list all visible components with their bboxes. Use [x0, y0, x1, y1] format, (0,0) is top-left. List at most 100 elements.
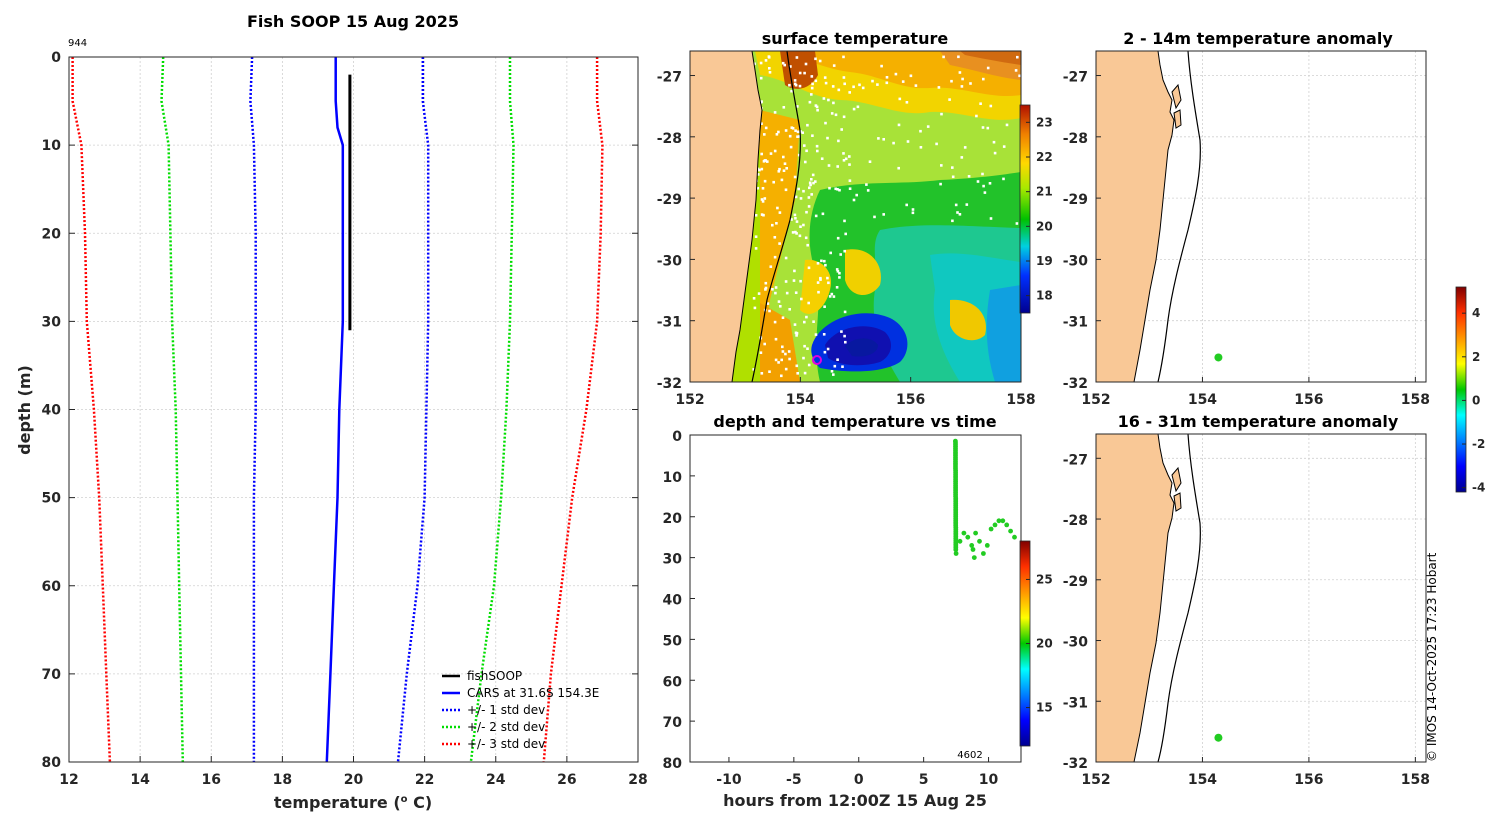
sst-nodata-pixel: [832, 295, 836, 298]
sst-nodata-pixel: [768, 71, 772, 74]
sst-nodata-pixel: [820, 259, 823, 263]
time-xtick-label: -10: [716, 772, 742, 788]
sst-nodata-pixel: [807, 266, 811, 270]
profile-xtick-label: 18: [273, 772, 292, 788]
sst-nodata-pixel: [898, 97, 902, 101]
legend-label: CARS at 31.6S 154.3E: [467, 686, 599, 700]
sst-nodata-pixel: [783, 162, 787, 165]
profile-ytick-label: 60: [42, 579, 62, 595]
profile-line--3-std: [542, 57, 604, 763]
sst-nodata-pixel: [793, 175, 797, 179]
time-point: [1012, 534, 1017, 540]
sst-nodata-pixel: [789, 145, 793, 149]
sst-nodata-pixel: [838, 188, 841, 192]
profile-legend: fishSOOP CARS at 31.6S 154.3E +/- 1 std de…: [442, 669, 599, 751]
time-point: [953, 551, 959, 556]
anomaly-shallow-ytick-label: -31: [1063, 315, 1088, 331]
sst-nodata-pixel: [775, 133, 779, 136]
sst-nodata-pixel: [802, 189, 805, 193]
sst-nodata-pixel: [784, 352, 787, 356]
sst-nodata-pixel: [837, 139, 840, 143]
anomaly-cbar-tick-label: -2: [1472, 437, 1485, 451]
sst-nodata-pixel: [794, 230, 797, 234]
sst-nodata-pixel: [822, 333, 826, 336]
sst-nodata-pixel: [855, 193, 858, 197]
sst-nodata-pixel: [967, 175, 971, 178]
profile-xtick-label: 16: [202, 772, 221, 788]
sst-nodata-pixel: [808, 100, 812, 104]
profile-xtick-label: 12: [59, 772, 78, 788]
sst-nodata-pixel: [969, 82, 972, 85]
time-point: [988, 526, 994, 532]
sst-nodata-pixel: [795, 334, 798, 337]
sst-nodata-pixel: [756, 167, 760, 171]
sst-nodata-pixel: [818, 59, 822, 63]
sst-nodata-pixel: [823, 305, 826, 308]
sst-nodata-pixel: [814, 57, 817, 61]
legend-label: fishSOOP: [467, 669, 522, 683]
sst-title: surface temperature: [762, 29, 949, 48]
anomaly-deep-ytick-label: -27: [1063, 452, 1088, 468]
sst-nodata-pixel: [993, 151, 997, 155]
sst-nodata-pixel: [768, 370, 771, 373]
sst-nodata-pixel: [1016, 55, 1019, 59]
sst-nodata-pixel: [882, 213, 885, 216]
sst-nodata-pixel: [799, 225, 802, 228]
sst-nodata-pixel: [775, 222, 778, 225]
sst-nodata-pixel: [852, 85, 855, 89]
sst-nodata-pixel: [852, 107, 856, 111]
sst-nodata-pixel: [797, 153, 801, 157]
sst-nodata-pixel: [752, 297, 756, 300]
sst-nodata-pixel: [831, 85, 835, 88]
sst-nodata-pixel: [768, 309, 771, 313]
sst-nodata-pixel: [778, 211, 782, 214]
anomaly-cbar-tick-label: 0: [1472, 393, 1480, 407]
sst-nodata-pixel: [958, 213, 962, 216]
sst-nodata-pixel: [1014, 69, 1018, 72]
profile-cast-number: 944: [68, 38, 87, 49]
sst-nodata-pixel: [796, 135, 799, 138]
sst-nodata-pixel: [795, 332, 799, 335]
sst-nodata-pixel: [803, 344, 806, 348]
sst-nodata-pixel: [803, 320, 806, 324]
sst-cbar-tick-label: 20: [1036, 219, 1053, 233]
sst-nodata-pixel: [785, 291, 789, 295]
sst-nodata-pixel: [798, 71, 802, 75]
sst-nodata-pixel: [808, 181, 812, 185]
sst-nodata-pixel: [911, 208, 915, 211]
sst-nodata-pixel: [865, 183, 868, 186]
sst-nodata-pixel: [780, 178, 784, 182]
sst-nodata-pixel: [796, 130, 800, 134]
legend-label: +/- 2 std dev: [467, 720, 545, 734]
profile-ytick-label: 0: [51, 50, 61, 66]
sst-nodata-pixel: [760, 372, 764, 375]
sst-nodata-pixel: [801, 131, 804, 134]
anomaly-shallow-ytick-label: -29: [1063, 192, 1088, 208]
sst-nodata-pixel: [976, 180, 980, 183]
time-point: [971, 555, 977, 560]
sst-nodata-pixel: [975, 114, 978, 118]
sst-nodata-pixel: [756, 186, 760, 190]
sst-nodata-pixel: [822, 97, 826, 100]
time-annotation: 4602: [957, 750, 982, 761]
sst-nodata-pixel: [877, 137, 880, 140]
anomaly-shallow-ytick-label: -28: [1063, 131, 1088, 147]
sst-nodata-pixel: [826, 276, 829, 280]
sst-nodata-pixel: [793, 323, 797, 326]
sst-nodata-pixel: [940, 112, 943, 116]
sst-nodata-pixel: [774, 337, 778, 341]
sst-nodata-pixel: [986, 126, 990, 130]
sst-nodata-pixel: [794, 195, 798, 199]
anomaly-deep-xtick-label: 156: [1294, 772, 1323, 788]
sst-nodata-pixel: [937, 86, 941, 89]
sst-nodata-pixel: [777, 130, 780, 134]
sst-nodata-pixel: [814, 214, 818, 218]
profile-line--3-std: [71, 57, 112, 763]
sst-nodata-pixel: [760, 213, 764, 216]
sst-nodata-pixel: [826, 136, 829, 140]
sst-nodata-pixel: [796, 372, 799, 375]
sst-nodata-pixel: [781, 316, 785, 319]
sst-nodata-pixel: [784, 280, 788, 283]
sst-nodata-pixel: [897, 166, 900, 170]
